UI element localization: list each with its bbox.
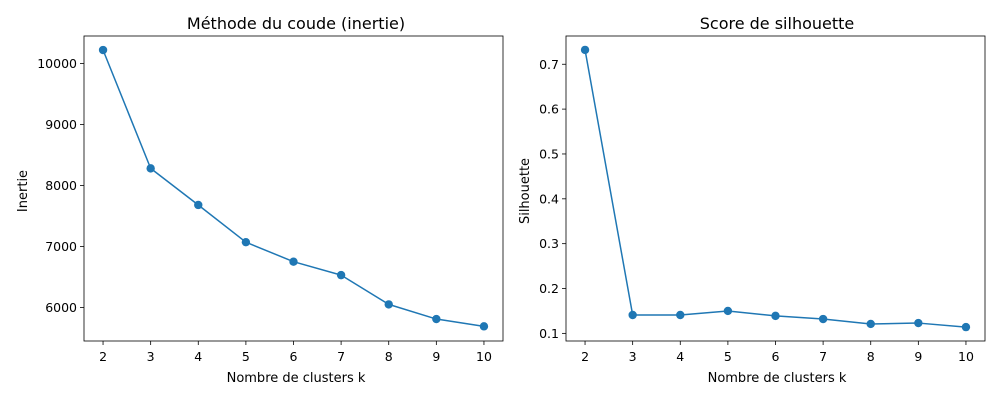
silhouette-chart-y-tick-label: 0.2 — [539, 281, 559, 296]
silhouette-chart-data-point — [961, 322, 971, 332]
silhouette-chart-x-tick-label: 3 — [629, 349, 637, 364]
silhouette-chart-y-tick-label: 0.3 — [539, 236, 559, 251]
elbow-chart-data-point — [432, 314, 441, 324]
silhouette-chart-data-point — [866, 319, 875, 329]
elbow-chart-x-tick-label: 5 — [242, 349, 250, 364]
silhouette-chart-xlabel: Nombre de clusters k — [708, 371, 847, 386]
elbow-chart-data-point — [289, 257, 298, 266]
silhouette-chart-y-tick-label: 0.7 — [539, 57, 559, 72]
elbow-chart-x-tick-label: 6 — [290, 349, 298, 364]
silhouette-chart-x-tick-label: 2 — [581, 349, 589, 364]
elbow-chart-x-tick-label: 9 — [432, 349, 440, 364]
silhouette-chart-x-tick-label: 9 — [914, 349, 922, 364]
elbow-chart-data-point — [194, 200, 203, 210]
silhouette-chart-y-tick-label: 0.5 — [539, 146, 559, 161]
elbow-chart-title: Méthode du coude (inertie) — [187, 14, 405, 33]
silhouette-chart-data-point — [723, 306, 733, 316]
silhouette-chart-x-tick-label: 8 — [867, 349, 875, 364]
elbow-chart-x-tick-label: 8 — [385, 349, 393, 364]
elbow-chart-data-point — [336, 270, 346, 280]
silhouette-chart-x-tick-label: 4 — [676, 349, 684, 364]
elbow-chart-y-tick-label: 9000 — [45, 117, 77, 132]
elbow-chart-data-point — [479, 322, 489, 331]
silhouette-chart-ylabel: Silhouette — [518, 158, 533, 224]
silhouette-chart-data-point — [628, 310, 637, 320]
elbow-chart-data-point — [241, 237, 251, 247]
elbow-chart-y-tick-label: 7000 — [45, 239, 77, 254]
elbow-chart-x-tick-label: 3 — [147, 349, 155, 364]
elbow-chart-ylabel: Inertie — [16, 170, 31, 212]
silhouette-chart-data-point — [580, 45, 590, 55]
elbow-chart-x-tick-label: 4 — [194, 349, 202, 364]
silhouette-chart-y-tick-label: 0.1 — [539, 326, 559, 341]
silhouette-chart-data-point — [914, 318, 923, 328]
silhouette-chart-title: Score de silhouette — [700, 14, 855, 33]
silhouette-chart-y-tick-label: 0.4 — [539, 191, 559, 206]
elbow-chart-data-point — [98, 45, 108, 55]
silhouette-chart-x-tick-label: 6 — [772, 349, 780, 364]
silhouette-chart-x-tick-label: 7 — [819, 349, 827, 364]
elbow-chart-y-tick-label: 10000 — [37, 56, 77, 71]
elbow-chart-data-point — [384, 300, 393, 309]
silhouette-chart-data-point — [676, 310, 685, 320]
elbow-chart: Méthode du coude (inertie) Nombre de clu… — [16, 14, 504, 386]
elbow-chart-x-tick-label: 7 — [337, 349, 345, 364]
silhouette-chart-x-tick-label: 10 — [958, 349, 974, 364]
elbow-chart-data-point — [146, 164, 155, 173]
elbow-chart-y-tick-label: 6000 — [45, 300, 77, 315]
silhouette-chart-data-point — [771, 311, 780, 321]
elbow-chart-xlabel: Nombre de clusters k — [227, 371, 366, 386]
elbow-chart-x-tick-label: 10 — [476, 349, 492, 364]
silhouette-chart-y-tick-label: 0.6 — [539, 102, 559, 117]
silhouette-chart-x-tick-label: 5 — [724, 349, 732, 364]
silhouette-chart: Score de silhouette Nombre de clusters k… — [518, 14, 986, 386]
elbow-chart-y-tick-label: 8000 — [45, 178, 77, 193]
elbow-chart-x-tick-label: 2 — [99, 349, 107, 364]
silhouette-chart-data-point — [818, 314, 828, 324]
